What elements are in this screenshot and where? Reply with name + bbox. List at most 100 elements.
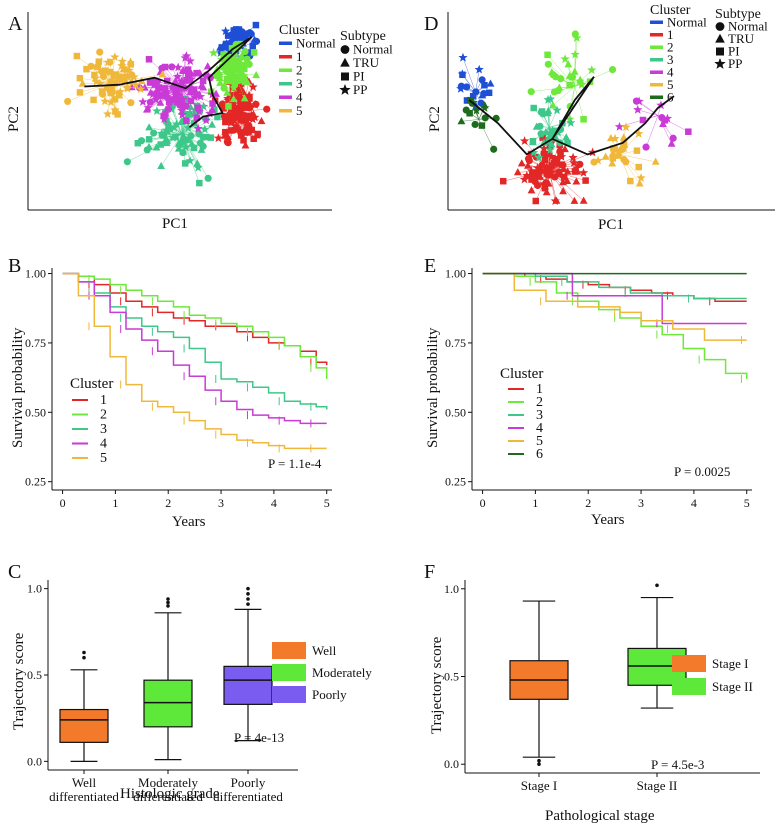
cluster-4-spoke [181, 88, 213, 104]
x-tick-label: Moderately [138, 775, 198, 790]
cluster-4-spoke [163, 88, 182, 117]
km-curve-cluster-3 [482, 272, 747, 300]
legend-label: 1 [536, 382, 543, 397]
cluster-3-point [562, 133, 571, 141]
cluster-1-point [240, 125, 249, 133]
cluster-4-spoke [181, 80, 204, 89]
cluster-1-spoke [531, 169, 550, 191]
panel-f-plot: 0.0 0.5 1.0 Stage I Stage II [444, 580, 760, 793]
cluster-Normal-point [252, 37, 261, 45]
cluster-1-point [220, 105, 227, 112]
cluster-1-point [222, 128, 229, 136]
cluster-4-point [151, 94, 161, 104]
cluster-4-point [160, 90, 170, 100]
cluster-3-point [198, 101, 209, 111]
cluster-2-point [580, 116, 587, 123]
cluster-2-point [208, 48, 219, 57]
cluster-4-point [163, 77, 171, 85]
cluster-2-point [223, 88, 232, 96]
cluster-5-point [593, 155, 603, 165]
cluster-1-point [552, 196, 561, 204]
box-outlier [537, 762, 541, 767]
cluster-2-point [234, 76, 241, 83]
cluster-2-spoke [552, 86, 575, 106]
x-tick-label: differentiated [49, 789, 119, 804]
cluster-4-point [661, 117, 669, 124]
cluster-1-point [524, 155, 533, 163]
cluster-1-point [572, 177, 581, 185]
cluster-4-spoke [148, 59, 182, 89]
panel-e-legend-title: Cluster [500, 366, 543, 382]
cluster-3-point [171, 119, 182, 129]
cluster-2-point [223, 76, 231, 83]
panel-label-c: C [8, 561, 21, 583]
legend-label: Well [312, 643, 337, 658]
cluster-4-point [632, 97, 641, 105]
box-outlier [166, 597, 170, 601]
legend-cluster-swatch [650, 58, 663, 62]
cluster-4-point [179, 66, 188, 75]
x-tick-label: Stage II [637, 778, 678, 793]
panel-d-xlabel: PC1 [598, 217, 624, 233]
x-tick-label: 2 [165, 496, 171, 510]
km-curve-cluster-5 [482, 272, 747, 341]
panel-b-plot: 0 1 2 3 4 50.250.500.751.00 [25, 267, 332, 510]
cluster-3-point [199, 142, 207, 150]
panel-a: PC1 PC2 ClusterNormal12345SubtypeNormalT… [6, 12, 393, 232]
legend-cluster-label: 5 [667, 77, 674, 92]
cluster-5-point [90, 96, 97, 104]
cluster-5-point [622, 158, 630, 166]
cluster-4-point [197, 81, 206, 89]
cluster-6-point [462, 106, 470, 114]
cluster-2-spoke [574, 69, 592, 87]
cluster-1-point [245, 103, 253, 111]
cluster-4-spoke [160, 88, 182, 104]
cluster-Normal-point [458, 52, 468, 62]
cluster-3-spoke [181, 134, 198, 164]
cluster-4-point [193, 123, 203, 133]
legend-subtype-symbol [714, 58, 726, 69]
legend-label: 6 [536, 447, 543, 462]
cluster-1-point [237, 132, 245, 139]
cluster-3-point [152, 106, 162, 115]
cluster-1-point [532, 163, 543, 172]
legend-cluster-label: 4 [667, 65, 674, 80]
cluster-Normal-point [478, 76, 486, 84]
x-tick-label: 1 [112, 496, 118, 510]
cluster-5-point [114, 111, 121, 118]
cluster-1-point [240, 137, 247, 144]
cluster-3-spoke [548, 99, 551, 128]
cluster-4-point [685, 128, 692, 135]
cluster-2-spoke [564, 58, 576, 87]
cluster-3-point [552, 105, 562, 115]
panel-b: 0 1 2 3 4 50.250.500.751.00 Years Survival pr… [10, 267, 332, 530]
panel-f: 0.0 0.5 1.0 Stage I Stage II Pathological st… [429, 580, 760, 824]
cluster-1-point [541, 156, 549, 164]
cluster-3-point [183, 123, 193, 132]
cluster-Normal-point [249, 42, 256, 50]
cluster-5-point [127, 99, 135, 107]
cluster-3-spoke [181, 118, 206, 135]
legend-subtype-symbol [716, 47, 724, 56]
cluster-5-point [635, 163, 642, 171]
cluster-5-point [620, 142, 628, 150]
panel-c: 0.00.51.0WelldifferentiatedModeratelydif… [11, 580, 372, 804]
cluster-4-point [184, 70, 193, 78]
km-curve-cluster-5 [62, 272, 327, 450]
cluster-5-point [100, 96, 110, 106]
legend-subtype-label: Normal [728, 19, 768, 34]
panel-c-ylabel: Trajectory score [11, 632, 27, 730]
cluster-1-spoke [528, 158, 550, 171]
cluster-1-point [250, 99, 260, 109]
cluster-Normal-point [252, 21, 260, 29]
y-tick-label: 0.25 [25, 475, 46, 489]
cluster-3-point [157, 128, 167, 138]
cluster-1-spoke [241, 108, 267, 112]
cluster-5-point [96, 48, 104, 56]
cluster-3-point [532, 122, 541, 130]
x-tick-label: 4 [691, 496, 697, 510]
cluster-5-point [609, 155, 617, 162]
cluster-1-point [241, 141, 250, 149]
cluster-5-point [102, 67, 109, 74]
